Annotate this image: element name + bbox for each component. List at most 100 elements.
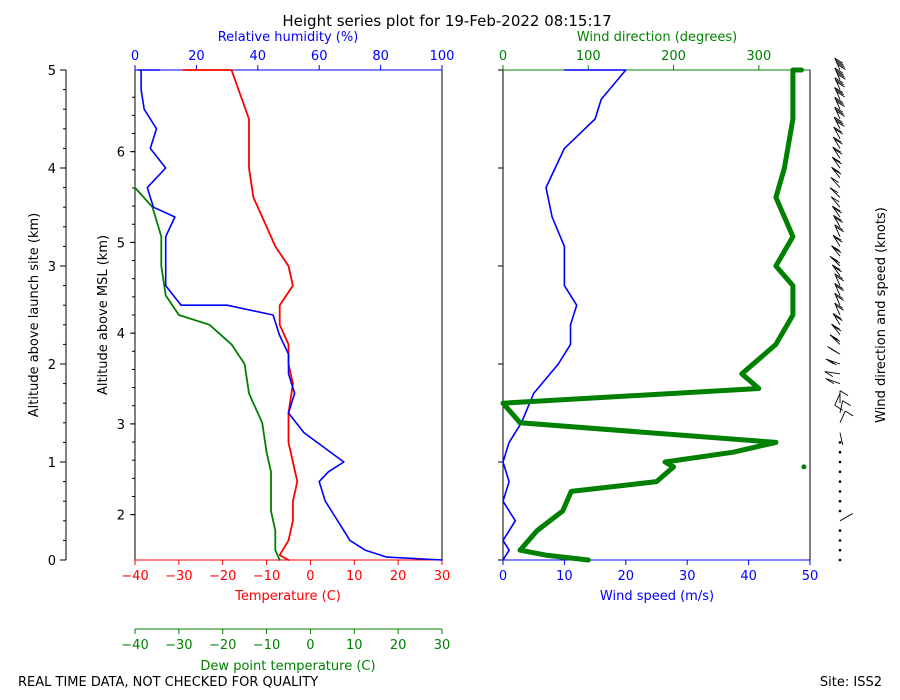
wind-barb-calm xyxy=(838,460,842,464)
rh-tick-label: 0 xyxy=(131,49,139,64)
wind-barb-flag xyxy=(834,128,844,135)
wind-barb-shaft xyxy=(825,378,841,385)
dewpoint-tick-label: 20 xyxy=(390,638,407,653)
wind-barb-flag xyxy=(825,378,835,384)
wind-barbs-layer xyxy=(824,57,854,562)
wind-barb-calm xyxy=(838,480,842,483)
wind-barb-flag xyxy=(835,275,844,282)
wind-barb-flag xyxy=(835,108,844,115)
wind-barb-flag xyxy=(830,196,840,203)
wind-barb-shaft xyxy=(832,146,841,159)
dewpoint-axis-label: Dew point temperature (C) xyxy=(200,659,375,674)
wind-barb-calm xyxy=(838,450,842,454)
wind-barb-shaft xyxy=(834,87,841,100)
wind-barb-flag xyxy=(828,359,837,366)
rh-axis-label: Relative humidity (%) xyxy=(218,30,359,45)
wind-barb-flag xyxy=(837,64,846,70)
wind-barb-flag xyxy=(834,67,843,74)
agl-tick-label: 5 xyxy=(48,64,56,79)
wind-dir-dot xyxy=(801,464,807,470)
wind-barb-shaft xyxy=(834,67,841,80)
wind-barb-flag xyxy=(834,292,843,299)
wind-barb-flag xyxy=(829,255,839,262)
wind-barb-flag xyxy=(834,236,843,243)
wind-barb-flag xyxy=(834,273,843,280)
wind-barb-flag xyxy=(834,315,843,321)
wind-barb-shaft xyxy=(834,283,841,296)
wind-barb-calm xyxy=(838,499,842,503)
wind-barb-flag xyxy=(832,313,842,319)
wind-barb-shaft xyxy=(834,393,841,406)
wind-barb-flag xyxy=(825,358,835,365)
wind-barb-shaft xyxy=(832,136,841,149)
wind-barb-flag xyxy=(835,69,844,76)
wind-barb-shaft xyxy=(839,432,844,446)
wind-speed-tick-label: 20 xyxy=(618,569,635,584)
wind-barb-flag xyxy=(831,257,841,264)
wind-barb-flag xyxy=(835,59,844,66)
barbs-axis-label: Wind direction and speed (knots) xyxy=(874,207,889,423)
wind-barb-flag xyxy=(836,62,845,68)
wind-barb-flag xyxy=(831,336,841,342)
wind-barb-flag xyxy=(834,302,843,309)
dewpoint-tick-label: −40 xyxy=(121,638,148,653)
temperature-tick-label: −30 xyxy=(165,569,192,584)
wind-barb-flag xyxy=(834,217,843,223)
wind-speed-tick-label: 50 xyxy=(802,569,819,584)
wind-barb-flag xyxy=(834,57,843,64)
wind-barb-shaft xyxy=(830,196,841,208)
wind-barb-shaft xyxy=(834,106,841,120)
wind-barb-shaft xyxy=(831,323,841,335)
wind-barb-flag xyxy=(833,126,842,133)
wind-barb-flag xyxy=(842,400,851,406)
wind-barb-shaft xyxy=(829,187,841,198)
wind-barb-shaft xyxy=(831,156,841,169)
wind-barb-shaft xyxy=(839,513,853,522)
wind-barb-calm xyxy=(838,539,842,542)
wind-dir-tick-label: 300 xyxy=(746,49,771,64)
wind-barb-shaft xyxy=(825,358,841,365)
wind-barb-flag xyxy=(831,166,840,173)
rh-tick-label: 40 xyxy=(250,49,267,64)
wind-barb-shaft xyxy=(833,116,841,129)
wind-barb-calm xyxy=(838,441,842,444)
agl-axis-label: Altitude above launch site (km) xyxy=(27,213,42,417)
wind-barb-flag xyxy=(845,410,854,417)
wind-barb-shaft xyxy=(834,224,841,237)
wind-barb-flag xyxy=(832,146,842,153)
wind-barb-calm xyxy=(838,548,842,552)
wind-barb-calm xyxy=(838,529,842,532)
wind-barb-flag xyxy=(834,96,843,103)
wind-barb-shaft xyxy=(833,126,841,139)
wind-barb-flag xyxy=(832,264,841,271)
agl-tick-label: 0 xyxy=(48,554,56,569)
wind-barb-shaft xyxy=(830,177,841,188)
wind-barb-flag xyxy=(836,71,845,78)
series-wind-direction xyxy=(500,67,804,563)
wind-barb-flag xyxy=(832,156,841,163)
wind-barb-flag xyxy=(836,81,845,88)
wind-barb-shaft xyxy=(834,302,841,316)
wind-speed-tick-label: 0 xyxy=(499,569,507,584)
wind-barb-shaft xyxy=(831,205,841,218)
agl-tick-label: 4 xyxy=(48,162,56,177)
footer-quality-note: REAL TIME DATA, NOT CHECKED FOR QUALITY xyxy=(18,675,318,690)
wind-barb-calm xyxy=(838,490,842,493)
rh-tick-label: 20 xyxy=(188,49,205,64)
wind-barb-shaft xyxy=(839,410,846,423)
wind-barb-flag xyxy=(839,390,849,396)
temperature-tick-label: −20 xyxy=(209,569,236,584)
wind-barb-shaft xyxy=(831,264,841,277)
rh-tick-label: 60 xyxy=(311,49,328,64)
wind-barb-shaft xyxy=(824,371,841,375)
wind-speed-tick-label: 40 xyxy=(740,569,757,584)
wind-barb-flag xyxy=(836,111,845,117)
wind-barb-flag xyxy=(832,168,842,175)
temperature-axis-label: Temperature (C) xyxy=(234,589,341,604)
wind-barb-flag xyxy=(830,177,840,183)
wind-barb-flag xyxy=(835,295,844,301)
wind-speed-tick-label: 30 xyxy=(679,569,696,584)
wind-barb-flag xyxy=(834,106,843,113)
dewpoint-tick-label: −30 xyxy=(165,638,192,653)
